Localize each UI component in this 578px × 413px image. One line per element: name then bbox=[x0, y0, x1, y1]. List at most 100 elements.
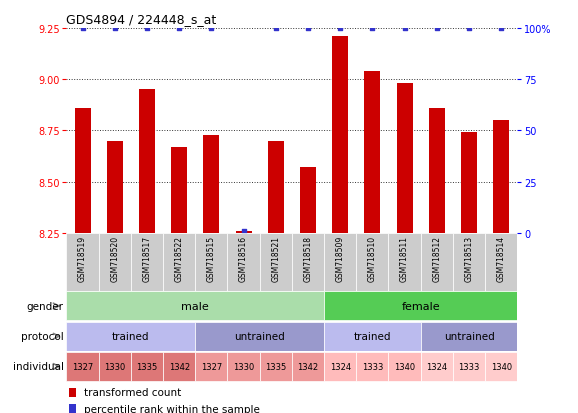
Text: 1333: 1333 bbox=[362, 362, 383, 371]
Bar bbox=[324, 322, 421, 351]
Text: GSM718510: GSM718510 bbox=[368, 235, 377, 281]
Bar bbox=[163, 352, 195, 381]
Bar bbox=[195, 233, 228, 291]
Bar bbox=[260, 233, 292, 291]
Text: GSM718509: GSM718509 bbox=[336, 235, 344, 281]
Bar bbox=[364, 72, 380, 233]
Point bbox=[303, 26, 313, 32]
Point bbox=[400, 26, 409, 32]
Text: GSM718515: GSM718515 bbox=[207, 235, 216, 281]
Text: 1342: 1342 bbox=[169, 362, 190, 371]
Text: GSM718512: GSM718512 bbox=[432, 235, 441, 281]
Bar bbox=[300, 168, 316, 233]
Text: female: female bbox=[401, 301, 440, 311]
Bar bbox=[195, 352, 228, 381]
Bar bbox=[66, 233, 99, 291]
Text: GSM718518: GSM718518 bbox=[303, 235, 313, 281]
Bar bbox=[66, 322, 195, 351]
Text: GSM718521: GSM718521 bbox=[271, 235, 280, 281]
Text: individual: individual bbox=[13, 361, 64, 372]
Bar bbox=[356, 233, 388, 291]
Bar bbox=[453, 352, 485, 381]
Text: 1340: 1340 bbox=[394, 362, 415, 371]
Text: 1333: 1333 bbox=[458, 362, 480, 371]
Bar bbox=[493, 121, 509, 233]
Text: untrained: untrained bbox=[444, 331, 494, 342]
Text: 1324: 1324 bbox=[329, 362, 351, 371]
Text: untrained: untrained bbox=[234, 331, 285, 342]
Bar bbox=[236, 231, 251, 233]
Text: 1330: 1330 bbox=[233, 362, 254, 371]
Bar bbox=[332, 37, 348, 233]
Text: trained: trained bbox=[354, 331, 391, 342]
Bar bbox=[99, 352, 131, 381]
Bar bbox=[195, 322, 324, 351]
Bar bbox=[324, 352, 356, 381]
Point bbox=[207, 26, 216, 32]
Bar bbox=[292, 233, 324, 291]
Point bbox=[78, 26, 87, 32]
Point bbox=[271, 26, 280, 32]
Point bbox=[142, 26, 151, 32]
Bar bbox=[324, 233, 356, 291]
Text: 1342: 1342 bbox=[298, 362, 318, 371]
Point bbox=[464, 26, 473, 32]
Bar bbox=[66, 292, 324, 321]
Text: 1335: 1335 bbox=[265, 362, 287, 371]
Point bbox=[336, 26, 345, 32]
Bar bbox=[485, 233, 517, 291]
Bar bbox=[107, 141, 123, 233]
Text: GSM718519: GSM718519 bbox=[78, 235, 87, 281]
Bar bbox=[171, 147, 187, 233]
Text: GSM718514: GSM718514 bbox=[497, 235, 506, 281]
Text: gender: gender bbox=[27, 301, 64, 311]
Bar bbox=[260, 352, 292, 381]
Text: trained: trained bbox=[112, 331, 150, 342]
Bar bbox=[356, 352, 388, 381]
Text: male: male bbox=[181, 301, 209, 311]
Bar bbox=[453, 233, 485, 291]
Bar bbox=[485, 352, 517, 381]
Text: 1324: 1324 bbox=[426, 362, 447, 371]
Text: GSM718516: GSM718516 bbox=[239, 235, 248, 281]
Text: GSM718517: GSM718517 bbox=[143, 235, 151, 281]
Text: 1330: 1330 bbox=[104, 362, 125, 371]
Text: GSM718511: GSM718511 bbox=[400, 235, 409, 281]
Bar bbox=[163, 233, 195, 291]
Bar bbox=[66, 352, 99, 381]
Bar bbox=[461, 133, 477, 233]
Bar bbox=[99, 233, 131, 291]
Text: GDS4894 / 224448_s_at: GDS4894 / 224448_s_at bbox=[66, 13, 217, 26]
Text: protocol: protocol bbox=[21, 331, 64, 342]
Bar bbox=[421, 322, 517, 351]
Point bbox=[368, 26, 377, 32]
Text: 1335: 1335 bbox=[136, 362, 158, 371]
Bar bbox=[388, 233, 421, 291]
Point bbox=[239, 228, 248, 235]
Text: percentile rank within the sample: percentile rank within the sample bbox=[84, 404, 260, 413]
Text: 1327: 1327 bbox=[72, 362, 93, 371]
Bar bbox=[75, 109, 91, 233]
Bar bbox=[429, 109, 445, 233]
Point bbox=[497, 26, 506, 32]
Bar bbox=[268, 141, 284, 233]
Bar bbox=[421, 233, 453, 291]
Bar bbox=[388, 352, 421, 381]
Point bbox=[432, 26, 442, 32]
Bar bbox=[324, 292, 517, 321]
Text: GSM718520: GSM718520 bbox=[110, 235, 119, 281]
Text: 1340: 1340 bbox=[491, 362, 512, 371]
Bar bbox=[397, 84, 413, 233]
Bar bbox=[69, 388, 76, 397]
Bar bbox=[228, 352, 260, 381]
Bar bbox=[421, 352, 453, 381]
Point bbox=[175, 26, 184, 32]
Bar bbox=[131, 352, 163, 381]
Text: GSM718513: GSM718513 bbox=[465, 235, 473, 281]
Text: 1327: 1327 bbox=[201, 362, 222, 371]
Text: GSM718522: GSM718522 bbox=[175, 235, 184, 281]
Bar bbox=[292, 352, 324, 381]
Text: transformed count: transformed count bbox=[84, 387, 181, 397]
Bar bbox=[139, 90, 155, 233]
Point bbox=[110, 26, 120, 32]
